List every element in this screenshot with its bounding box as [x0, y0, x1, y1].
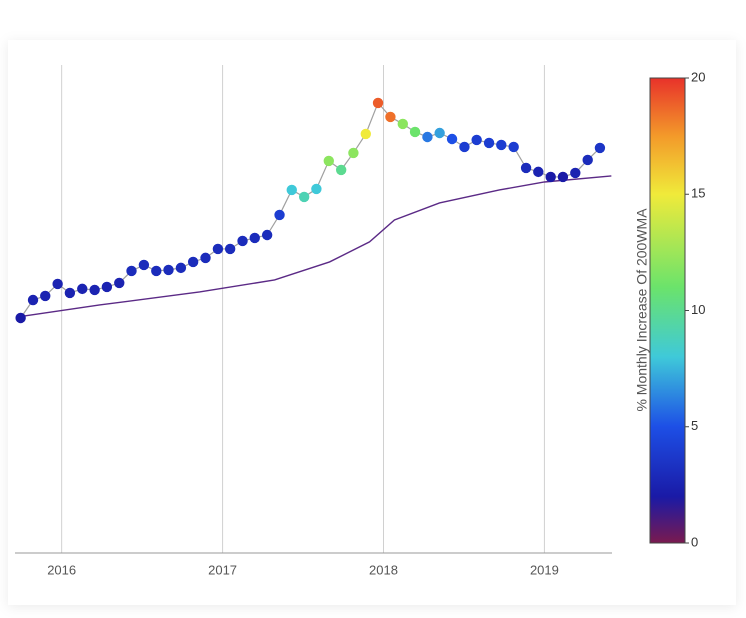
colorbar	[649, 77, 686, 544]
colorbar-tick-label: 5	[691, 418, 698, 433]
dot	[64, 287, 76, 299]
dot	[311, 183, 322, 195]
dot	[557, 171, 569, 183]
dot	[200, 252, 211, 264]
colorbar-tick-label: 0	[691, 534, 698, 549]
dot	[27, 294, 39, 306]
dot	[397, 118, 409, 130]
dot	[151, 265, 162, 277]
dot	[138, 259, 150, 271]
dot	[372, 97, 384, 109]
dot	[323, 155, 334, 167]
x-tick-label: 2016	[47, 562, 76, 577]
dot	[274, 209, 285, 221]
dot	[434, 127, 445, 139]
dot	[175, 262, 187, 274]
dot	[114, 277, 125, 289]
dot	[385, 111, 396, 123]
dot	[459, 141, 470, 153]
dot	[286, 184, 297, 196]
dot	[508, 141, 519, 153]
dot	[360, 128, 371, 140]
dot	[348, 147, 359, 159]
dot	[533, 166, 544, 178]
dot	[298, 191, 310, 203]
dot	[483, 137, 495, 149]
colorbar-tick-label: 10	[691, 302, 705, 317]
dot	[520, 162, 532, 174]
dot	[224, 243, 236, 255]
dot	[594, 142, 606, 154]
dot	[582, 154, 593, 166]
x-tick-label: 2019	[530, 562, 559, 577]
x-tick-label: 2017	[208, 562, 237, 577]
card	[8, 40, 736, 605]
colorbar-tick-label: 15	[691, 186, 705, 201]
dot	[496, 139, 507, 151]
dot	[187, 256, 199, 268]
dot	[237, 235, 248, 247]
dot	[335, 164, 347, 176]
dot	[422, 131, 433, 143]
colorbar-label: % Monthly Increase Of 200WMA	[634, 208, 650, 412]
colorbar-tick-label: 20	[691, 69, 705, 84]
dot	[570, 167, 581, 179]
dot	[471, 134, 482, 146]
dot	[89, 284, 100, 296]
dot	[15, 312, 26, 324]
x-tick-label: 2018	[369, 562, 398, 577]
dot	[409, 126, 421, 138]
dot	[545, 171, 556, 183]
dot	[40, 290, 51, 302]
dot	[212, 243, 224, 255]
line	[17, 175, 612, 318]
dot	[126, 265, 137, 277]
dot	[446, 133, 458, 145]
dot	[249, 232, 260, 244]
dot	[77, 283, 88, 295]
dot	[163, 264, 174, 276]
dot	[261, 229, 273, 241]
dot	[52, 278, 63, 290]
dot	[101, 281, 113, 293]
